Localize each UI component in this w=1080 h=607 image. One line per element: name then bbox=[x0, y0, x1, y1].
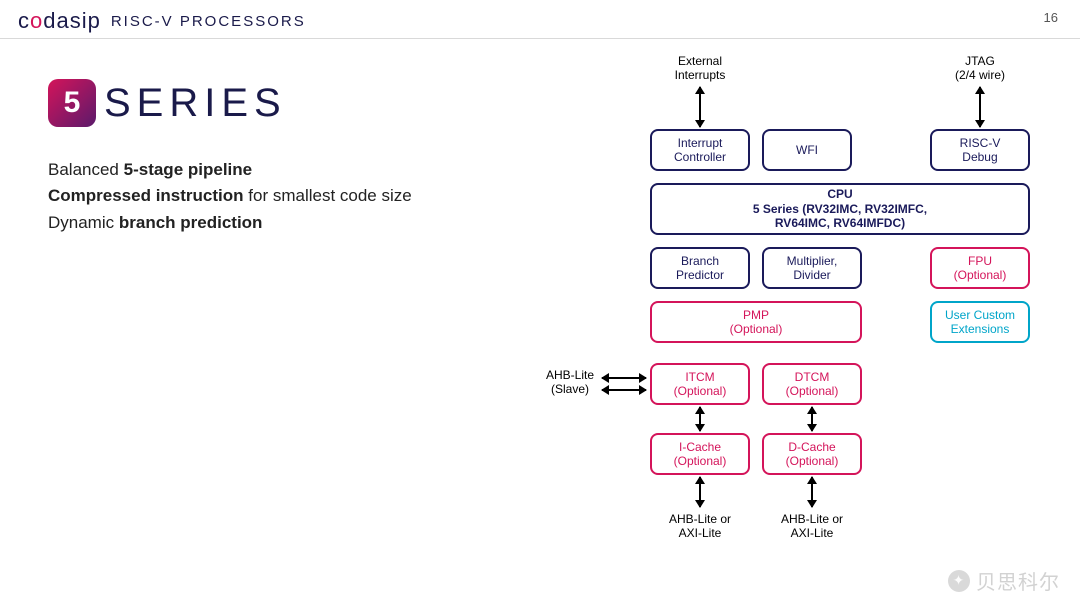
box-itcm: ITCM(Optional) bbox=[650, 363, 750, 405]
logo-pre: c bbox=[18, 8, 30, 33]
arrow-ext-int bbox=[699, 87, 701, 127]
watermark-text: 贝思科尔 bbox=[976, 566, 1060, 595]
logo-o: o bbox=[30, 8, 43, 33]
bullet-1: Balanced 5-stage pipeline bbox=[48, 157, 528, 183]
box-pmp: PMP(Optional) bbox=[650, 301, 862, 343]
label-jtag: JTAG(2/4 wire) bbox=[940, 55, 1020, 83]
box-wfi: WFI bbox=[762, 129, 852, 171]
bullet-list: Balanced 5-stage pipeline Compressed ins… bbox=[48, 157, 528, 236]
label-external-interrupts: ExternalInterrupts bbox=[660, 55, 740, 83]
arrow-dcache-bus bbox=[811, 477, 813, 507]
header: codasip RISC-V PROCESSORS bbox=[0, 0, 1080, 39]
box-interrupt-controller: InterruptController bbox=[650, 129, 750, 171]
label-ahb-slave: AHB-Lite(Slave) bbox=[540, 369, 600, 397]
box-icache: I-Cache(Optional) bbox=[650, 433, 750, 475]
box-multiplier-divider: Multiplier,Divider bbox=[762, 247, 862, 289]
bullet-2: Compressed instruction for smallest code… bbox=[48, 183, 528, 209]
series-word: SERIES bbox=[104, 81, 287, 126]
box-cpu: CPU 5 Series (RV32IMC, RV32IMFC, RV64IMC… bbox=[650, 183, 1030, 235]
box-user-custom-extensions: User CustomExtensions bbox=[930, 301, 1030, 343]
arrow-dtcm-dcache bbox=[811, 407, 813, 431]
label-ahb-axi-2: AHB-Lite orAXI-Lite bbox=[767, 513, 857, 541]
watermark: ✦ 贝思科尔 bbox=[948, 566, 1060, 595]
box-riscv-debug: RISC-VDebug bbox=[930, 129, 1030, 171]
arrow-icache-bus bbox=[699, 477, 701, 507]
logo: codasip bbox=[18, 8, 101, 34]
page-number: 16 bbox=[1044, 10, 1058, 25]
box-branch-predictor: BranchPredictor bbox=[650, 247, 750, 289]
header-title: RISC-V PROCESSORS bbox=[111, 13, 306, 30]
cpu-line3: RV64IMC, RV64IMFDC) bbox=[775, 216, 905, 230]
block-diagram: ExternalInterrupts JTAG(2/4 wire) Interr… bbox=[530, 55, 1070, 595]
bullet-3: Dynamic branch prediction bbox=[48, 210, 528, 236]
wechat-icon: ✦ bbox=[948, 570, 970, 592]
cpu-line2: 5 Series (RV32IMC, RV32IMFC, bbox=[753, 202, 927, 216]
arrow-jtag bbox=[979, 87, 981, 127]
box-fpu: FPU(Optional) bbox=[930, 247, 1030, 289]
arrow-itcm-icache bbox=[699, 407, 701, 431]
logo-post: dasip bbox=[43, 8, 101, 33]
arrow-ahb-slave-1 bbox=[602, 377, 646, 379]
arrow-ahb-slave-2 bbox=[602, 389, 646, 391]
badge-digit: 5 bbox=[48, 79, 96, 127]
left-panel: 5 SERIES Balanced 5-stage pipeline Compr… bbox=[48, 79, 528, 236]
cpu-line1: CPU bbox=[827, 187, 852, 201]
box-dcache: D-Cache(Optional) bbox=[762, 433, 862, 475]
box-dtcm: DTCM(Optional) bbox=[762, 363, 862, 405]
label-ahb-axi-1: AHB-Lite orAXI-Lite bbox=[655, 513, 745, 541]
series-badge: 5 SERIES bbox=[48, 79, 528, 127]
